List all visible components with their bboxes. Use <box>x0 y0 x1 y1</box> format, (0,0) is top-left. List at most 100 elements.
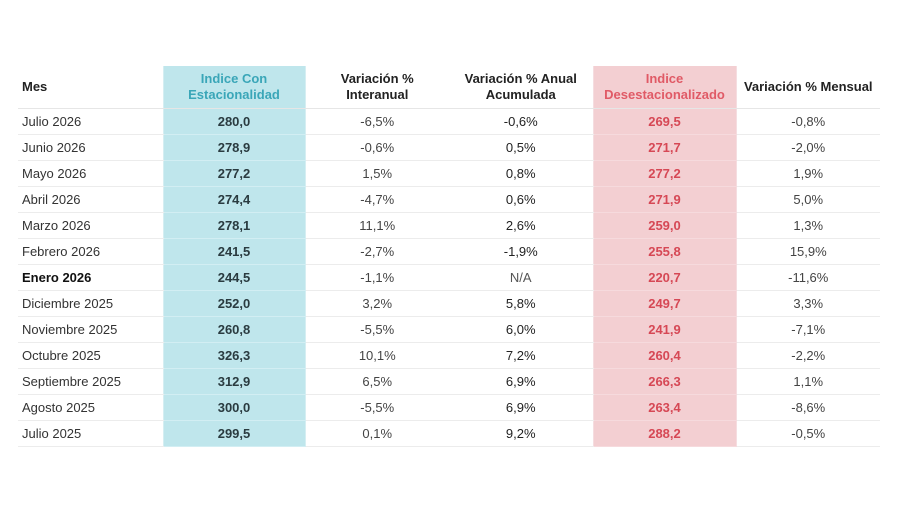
cell-indice-desestacionalizado: 271,9 <box>592 186 737 213</box>
cell-indice-con-estacionalidad: 326,3 <box>162 342 306 369</box>
cell-mes: Julio 2025 <box>18 420 163 447</box>
cell-variacion-anual-acumulada: -1,9% <box>449 238 593 265</box>
cell-mes: Noviembre 2025 <box>18 316 163 343</box>
cell-mes: Julio 2026 <box>18 108 163 135</box>
header-variacion-interanual: Variación % Interanual <box>305 66 449 109</box>
table-row: Octubre 2025 326,3 10,1% 7,2% 260,4 -2,2% <box>18 342 880 369</box>
cell-variacion-interanual: 6,5% <box>305 368 449 395</box>
cell-indice-desestacionalizado: 255,8 <box>592 238 737 265</box>
cell-variacion-anual-acumulada: 5,8% <box>449 290 593 317</box>
cell-indice-desestacionalizado: 241,9 <box>592 316 737 343</box>
header-mes: Mes <box>18 66 163 109</box>
table-body: Julio 2026 280,0 -6,5% -0,6% 269,5 -0,8% Junio… <box>18 108 880 447</box>
data-table: Mes Indice Con Estacionalidad Variación … <box>18 66 880 447</box>
cell-indice-desestacionalizado: 263,4 <box>592 394 737 421</box>
cell-indice-con-estacionalidad: 252,0 <box>162 290 306 317</box>
cell-variacion-mensual: -0,5% <box>736 420 880 447</box>
cell-indice-con-estacionalidad: 300,0 <box>162 394 306 421</box>
table-row: Julio 2025 299,5 0,1% 9,2% 288,2 -0,5% <box>18 420 880 447</box>
cell-indice-con-estacionalidad: 312,9 <box>162 368 306 395</box>
cell-indice-desestacionalizado: 288,2 <box>592 420 737 447</box>
cell-mes: Abril 2026 <box>18 186 163 213</box>
cell-variacion-mensual: 1,9% <box>736 160 880 187</box>
cell-mes: Junio 2026 <box>18 134 163 161</box>
table-row: Junio 2026 278,9 -0,6% 0,5% 271,7 -2,0% <box>18 134 880 161</box>
header-indice-con-estacionalidad: Indice Con Estacionalidad <box>162 66 306 109</box>
cell-indice-con-estacionalidad: 299,5 <box>162 420 306 447</box>
cell-variacion-anual-acumulada: N/A <box>449 264 593 291</box>
table-row: Agosto 2025 300,0 -5,5% 6,9% 263,4 -8,6% <box>18 394 880 421</box>
cell-indice-desestacionalizado: 249,7 <box>592 290 737 317</box>
table-row: Enero 2026 244,5 -1,1% N/A 220,7 -11,6% <box>18 264 880 291</box>
cell-variacion-anual-acumulada: -0,6% <box>449 108 593 135</box>
cell-variacion-mensual: -11,6% <box>736 264 880 291</box>
table-row: Abril 2026 274,4 -4,7% 0,6% 271,9 5,0% <box>18 186 880 213</box>
cell-mes: Agosto 2025 <box>18 394 163 421</box>
cell-mes: Febrero 2026 <box>18 238 163 265</box>
header-row: Mes Indice Con Estacionalidad Variación … <box>18 66 880 109</box>
cell-variacion-mensual: -2,0% <box>736 134 880 161</box>
cell-mes: Diciembre 2025 <box>18 290 163 317</box>
cell-indice-con-estacionalidad: 277,2 <box>162 160 306 187</box>
header-variacion-anual-acumulada: Variación % Anual Acumulada <box>449 66 593 109</box>
cell-mes: Septiembre 2025 <box>18 368 163 395</box>
cell-variacion-mensual: 3,3% <box>736 290 880 317</box>
cell-variacion-interanual: -5,5% <box>305 394 449 421</box>
cell-variacion-interanual: -2,7% <box>305 238 449 265</box>
cell-variacion-mensual: 5,0% <box>736 186 880 213</box>
cell-indice-con-estacionalidad: 278,9 <box>162 134 306 161</box>
cell-indice-con-estacionalidad: 280,0 <box>162 108 306 135</box>
cell-variacion-anual-acumulada: 2,6% <box>449 212 593 239</box>
cell-variacion-anual-acumulada: 0,5% <box>449 134 593 161</box>
cell-variacion-anual-acumulada: 0,8% <box>449 160 593 187</box>
cell-variacion-interanual: -4,7% <box>305 186 449 213</box>
cell-indice-con-estacionalidad: 260,8 <box>162 316 306 343</box>
cell-variacion-interanual: -0,6% <box>305 134 449 161</box>
cell-variacion-mensual: 15,9% <box>736 238 880 265</box>
table-row: Marzo 2026 278,1 11,1% 2,6% 259,0 1,3% <box>18 212 880 239</box>
table-row: Diciembre 2025 252,0 3,2% 5,8% 249,7 3,3% <box>18 290 880 317</box>
cell-variacion-mensual: 1,3% <box>736 212 880 239</box>
cell-indice-con-estacionalidad: 244,5 <box>162 264 306 291</box>
table-row: Julio 2026 280,0 -6,5% -0,6% 269,5 -0,8% <box>18 108 880 135</box>
table-row: Febrero 2026 241,5 -2,7% -1,9% 255,8 15,9% <box>18 238 880 265</box>
cell-indice-desestacionalizado: 269,5 <box>592 108 737 135</box>
cell-indice-desestacionalizado: 260,4 <box>592 342 737 369</box>
cell-indice-con-estacionalidad: 278,1 <box>162 212 306 239</box>
cell-variacion-interanual: 0,1% <box>305 420 449 447</box>
header-variacion-mensual: Variación % Mensual <box>736 66 880 109</box>
cell-variacion-mensual: -7,1% <box>736 316 880 343</box>
cell-indice-con-estacionalidad: 241,5 <box>162 238 306 265</box>
cell-variacion-anual-acumulada: 7,2% <box>449 342 593 369</box>
cell-variacion-interanual: 11,1% <box>305 212 449 239</box>
cell-variacion-interanual: -6,5% <box>305 108 449 135</box>
cell-indice-desestacionalizado: 271,7 <box>592 134 737 161</box>
cell-variacion-mensual: -8,6% <box>736 394 880 421</box>
cell-variacion-mensual: -2,2% <box>736 342 880 369</box>
cell-variacion-anual-acumulada: 9,2% <box>449 420 593 447</box>
cell-mes: Enero 2026 <box>18 264 163 291</box>
table-row: Mayo 2026 277,2 1,5% 0,8% 277,2 1,9% <box>18 160 880 187</box>
cell-variacion-interanual: 1,5% <box>305 160 449 187</box>
table-row: Septiembre 2025 312,9 6,5% 6,9% 266,3 1,1% <box>18 368 880 395</box>
cell-indice-desestacionalizado: 220,7 <box>592 264 737 291</box>
cell-variacion-interanual: 3,2% <box>305 290 449 317</box>
cell-variacion-anual-acumulada: 6,0% <box>449 316 593 343</box>
cell-variacion-anual-acumulada: 6,9% <box>449 394 593 421</box>
cell-variacion-interanual: 10,1% <box>305 342 449 369</box>
header-indice-desestacionalizado: Indice Desestacionalizado <box>592 66 737 109</box>
cell-indice-con-estacionalidad: 274,4 <box>162 186 306 213</box>
cell-mes: Octubre 2025 <box>18 342 163 369</box>
cell-indice-desestacionalizado: 277,2 <box>592 160 737 187</box>
cell-variacion-interanual: -5,5% <box>305 316 449 343</box>
cell-variacion-mensual: 1,1% <box>736 368 880 395</box>
cell-indice-desestacionalizado: 259,0 <box>592 212 737 239</box>
cell-variacion-interanual: -1,1% <box>305 264 449 291</box>
cell-mes: Marzo 2026 <box>18 212 163 239</box>
data-table-container: Mes Indice Con Estacionalidad Variación … <box>18 66 880 447</box>
table-row: Noviembre 2025 260,8 -5,5% 6,0% 241,9 -7,1% <box>18 316 880 343</box>
cell-variacion-anual-acumulada: 0,6% <box>449 186 593 213</box>
cell-indice-desestacionalizado: 266,3 <box>592 368 737 395</box>
cell-variacion-anual-acumulada: 6,9% <box>449 368 593 395</box>
cell-mes: Mayo 2026 <box>18 160 163 187</box>
